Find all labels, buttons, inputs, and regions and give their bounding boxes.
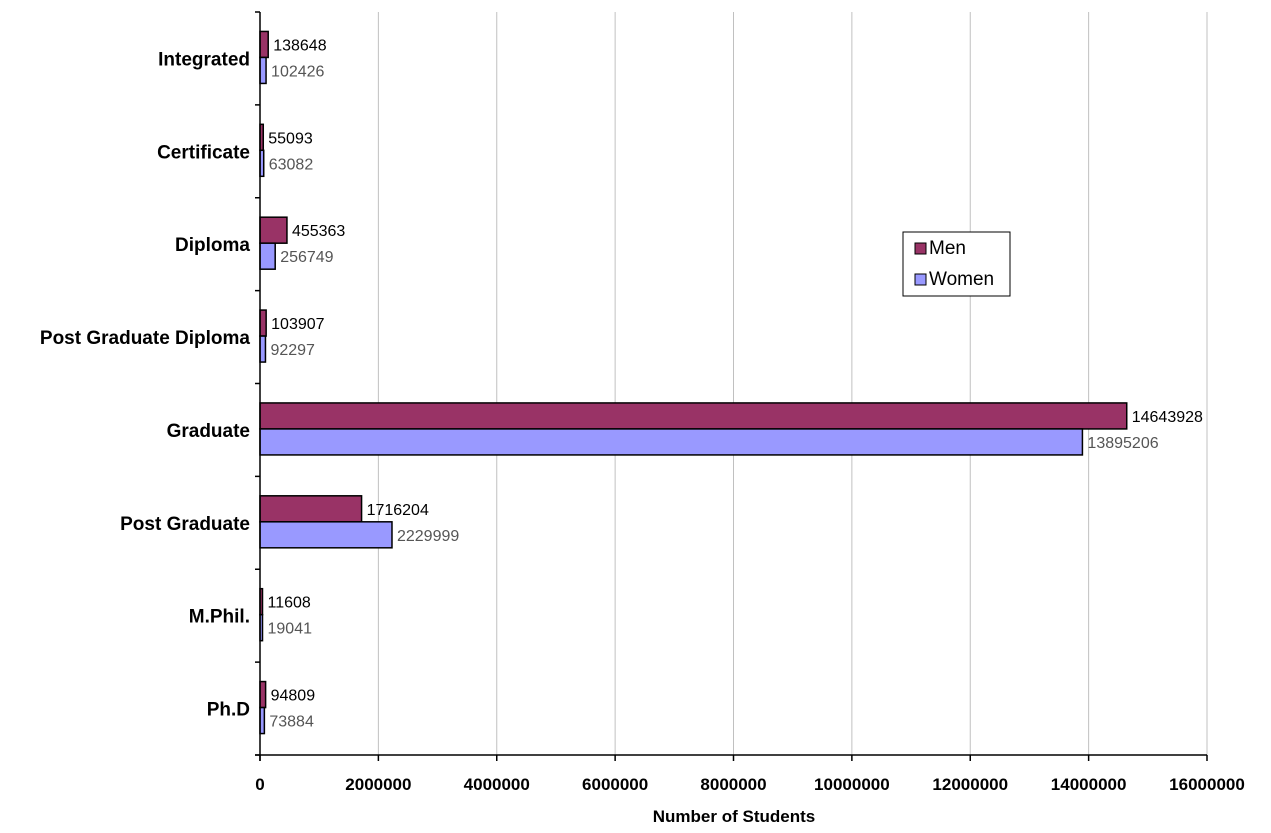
bar-men	[259, 680, 267, 709]
data-label: 138648	[273, 37, 326, 54]
data-label: 13895206	[1087, 435, 1158, 452]
bar-women	[259, 521, 393, 549]
data-label: 256749	[280, 249, 333, 266]
x-tick-labels: 0 2000000 4000000 6000000 8000000 10000000 120…	[255, 775, 1245, 794]
category-label: Graduate	[167, 421, 250, 442]
category-label: Diploma	[175, 235, 250, 256]
data-label: 92297	[270, 342, 315, 359]
category-label: M.Phil.	[189, 607, 250, 628]
data-label: 102426	[271, 63, 324, 80]
data-label: 73884	[269, 714, 314, 731]
data-label: 19041	[268, 621, 313, 638]
data-label: 94809	[271, 688, 316, 705]
x-tick-label: 14000000	[1051, 775, 1127, 794]
data-label: 14643928	[1132, 409, 1203, 426]
legend-label-women: Women	[929, 269, 994, 290]
x-tick-label: 4000000	[464, 775, 530, 794]
bar-men	[259, 216, 288, 244]
data-label: 455363	[292, 223, 345, 240]
bar-men	[259, 402, 1128, 430]
category-label: Post Graduate	[120, 514, 250, 535]
x-tick-label: 0	[255, 775, 264, 794]
bar-men	[259, 30, 269, 59]
data-label: 63082	[269, 156, 314, 173]
data-label: 11608	[268, 595, 311, 612]
legend: Men Women	[902, 231, 1011, 297]
data-label: 1716204	[367, 502, 429, 519]
x-tick-label: 8000000	[700, 775, 766, 794]
category-label: Integrated	[158, 49, 250, 70]
data-labels: 138648 102426 55093 63082 455363 256749 103907…	[268, 37, 1204, 730]
category-label: Post Graduate Diploma	[40, 328, 251, 349]
bar-women	[259, 56, 267, 85]
bar-men	[259, 309, 267, 337]
x-tick-label: 16000000	[1169, 775, 1245, 794]
x-tick-label: 12000000	[932, 775, 1008, 794]
x-tick-label: 2000000	[345, 775, 411, 794]
bar-women	[259, 242, 276, 270]
data-label: 103907	[271, 316, 324, 333]
x-tick-label: 6000000	[582, 775, 648, 794]
legend-swatch-women	[914, 273, 927, 286]
category-label: Certificate	[157, 142, 250, 163]
legend-label-men: Men	[929, 238, 966, 259]
bars	[259, 30, 1128, 735]
gridlines	[377, 12, 1208, 755]
category-label: Ph.D	[207, 700, 250, 721]
data-label: 2229999	[397, 528, 459, 545]
category-labels: Integrated Certificate Diploma Post Graduat…	[40, 49, 251, 720]
legend-swatch-men	[914, 242, 927, 255]
bar-men	[259, 495, 363, 523]
bar-women	[259, 428, 1084, 456]
x-tick-label: 10000000	[814, 775, 890, 794]
x-axis-title: Number of Students	[653, 807, 815, 826]
bar-women	[259, 335, 267, 363]
data-label: 55093	[268, 130, 313, 147]
axes	[255, 11, 1208, 761]
